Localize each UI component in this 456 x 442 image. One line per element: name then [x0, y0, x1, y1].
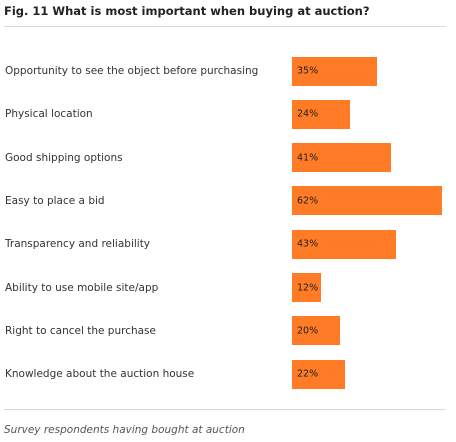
- data-label: 22%: [297, 368, 319, 380]
- data-label: 20%: [297, 325, 319, 337]
- top-divider: [4, 26, 446, 27]
- bottom-divider: [4, 409, 446, 410]
- category-label: Right to cancel the purchase: [5, 324, 156, 337]
- data-label: 24%: [297, 108, 319, 120]
- category-label: Physical location: [5, 108, 93, 121]
- bar-chart: Opportunity to see the object before pur…: [0, 44, 456, 394]
- category-label: Good shipping options: [5, 151, 123, 164]
- data-label: 35%: [297, 65, 319, 77]
- category-label: Easy to place a bid: [5, 194, 105, 207]
- data-label: 62%: [297, 195, 319, 207]
- chart-title: Fig. 11 What is most important when buyi…: [4, 4, 370, 18]
- data-label: 41%: [297, 152, 319, 164]
- category-label: Knowledge about the auction house: [5, 368, 195, 381]
- bar: [292, 273, 322, 302]
- category-label: Opportunity to see the object before pur…: [5, 65, 259, 77]
- bar: [292, 186, 442, 216]
- category-label: Ability to use mobile site/app: [5, 281, 159, 294]
- bar: [292, 229, 397, 259]
- bar: [292, 56, 377, 86]
- bar: [292, 143, 392, 173]
- source-note: Survey respondents having bought at auct…: [4, 424, 245, 436]
- data-label: 43%: [297, 238, 319, 250]
- data-label: 12%: [297, 282, 319, 293]
- bar: [292, 99, 351, 129]
- bar: [292, 316, 341, 346]
- category-label: Transparency and reliability: [5, 238, 151, 251]
- bar: [292, 359, 346, 389]
